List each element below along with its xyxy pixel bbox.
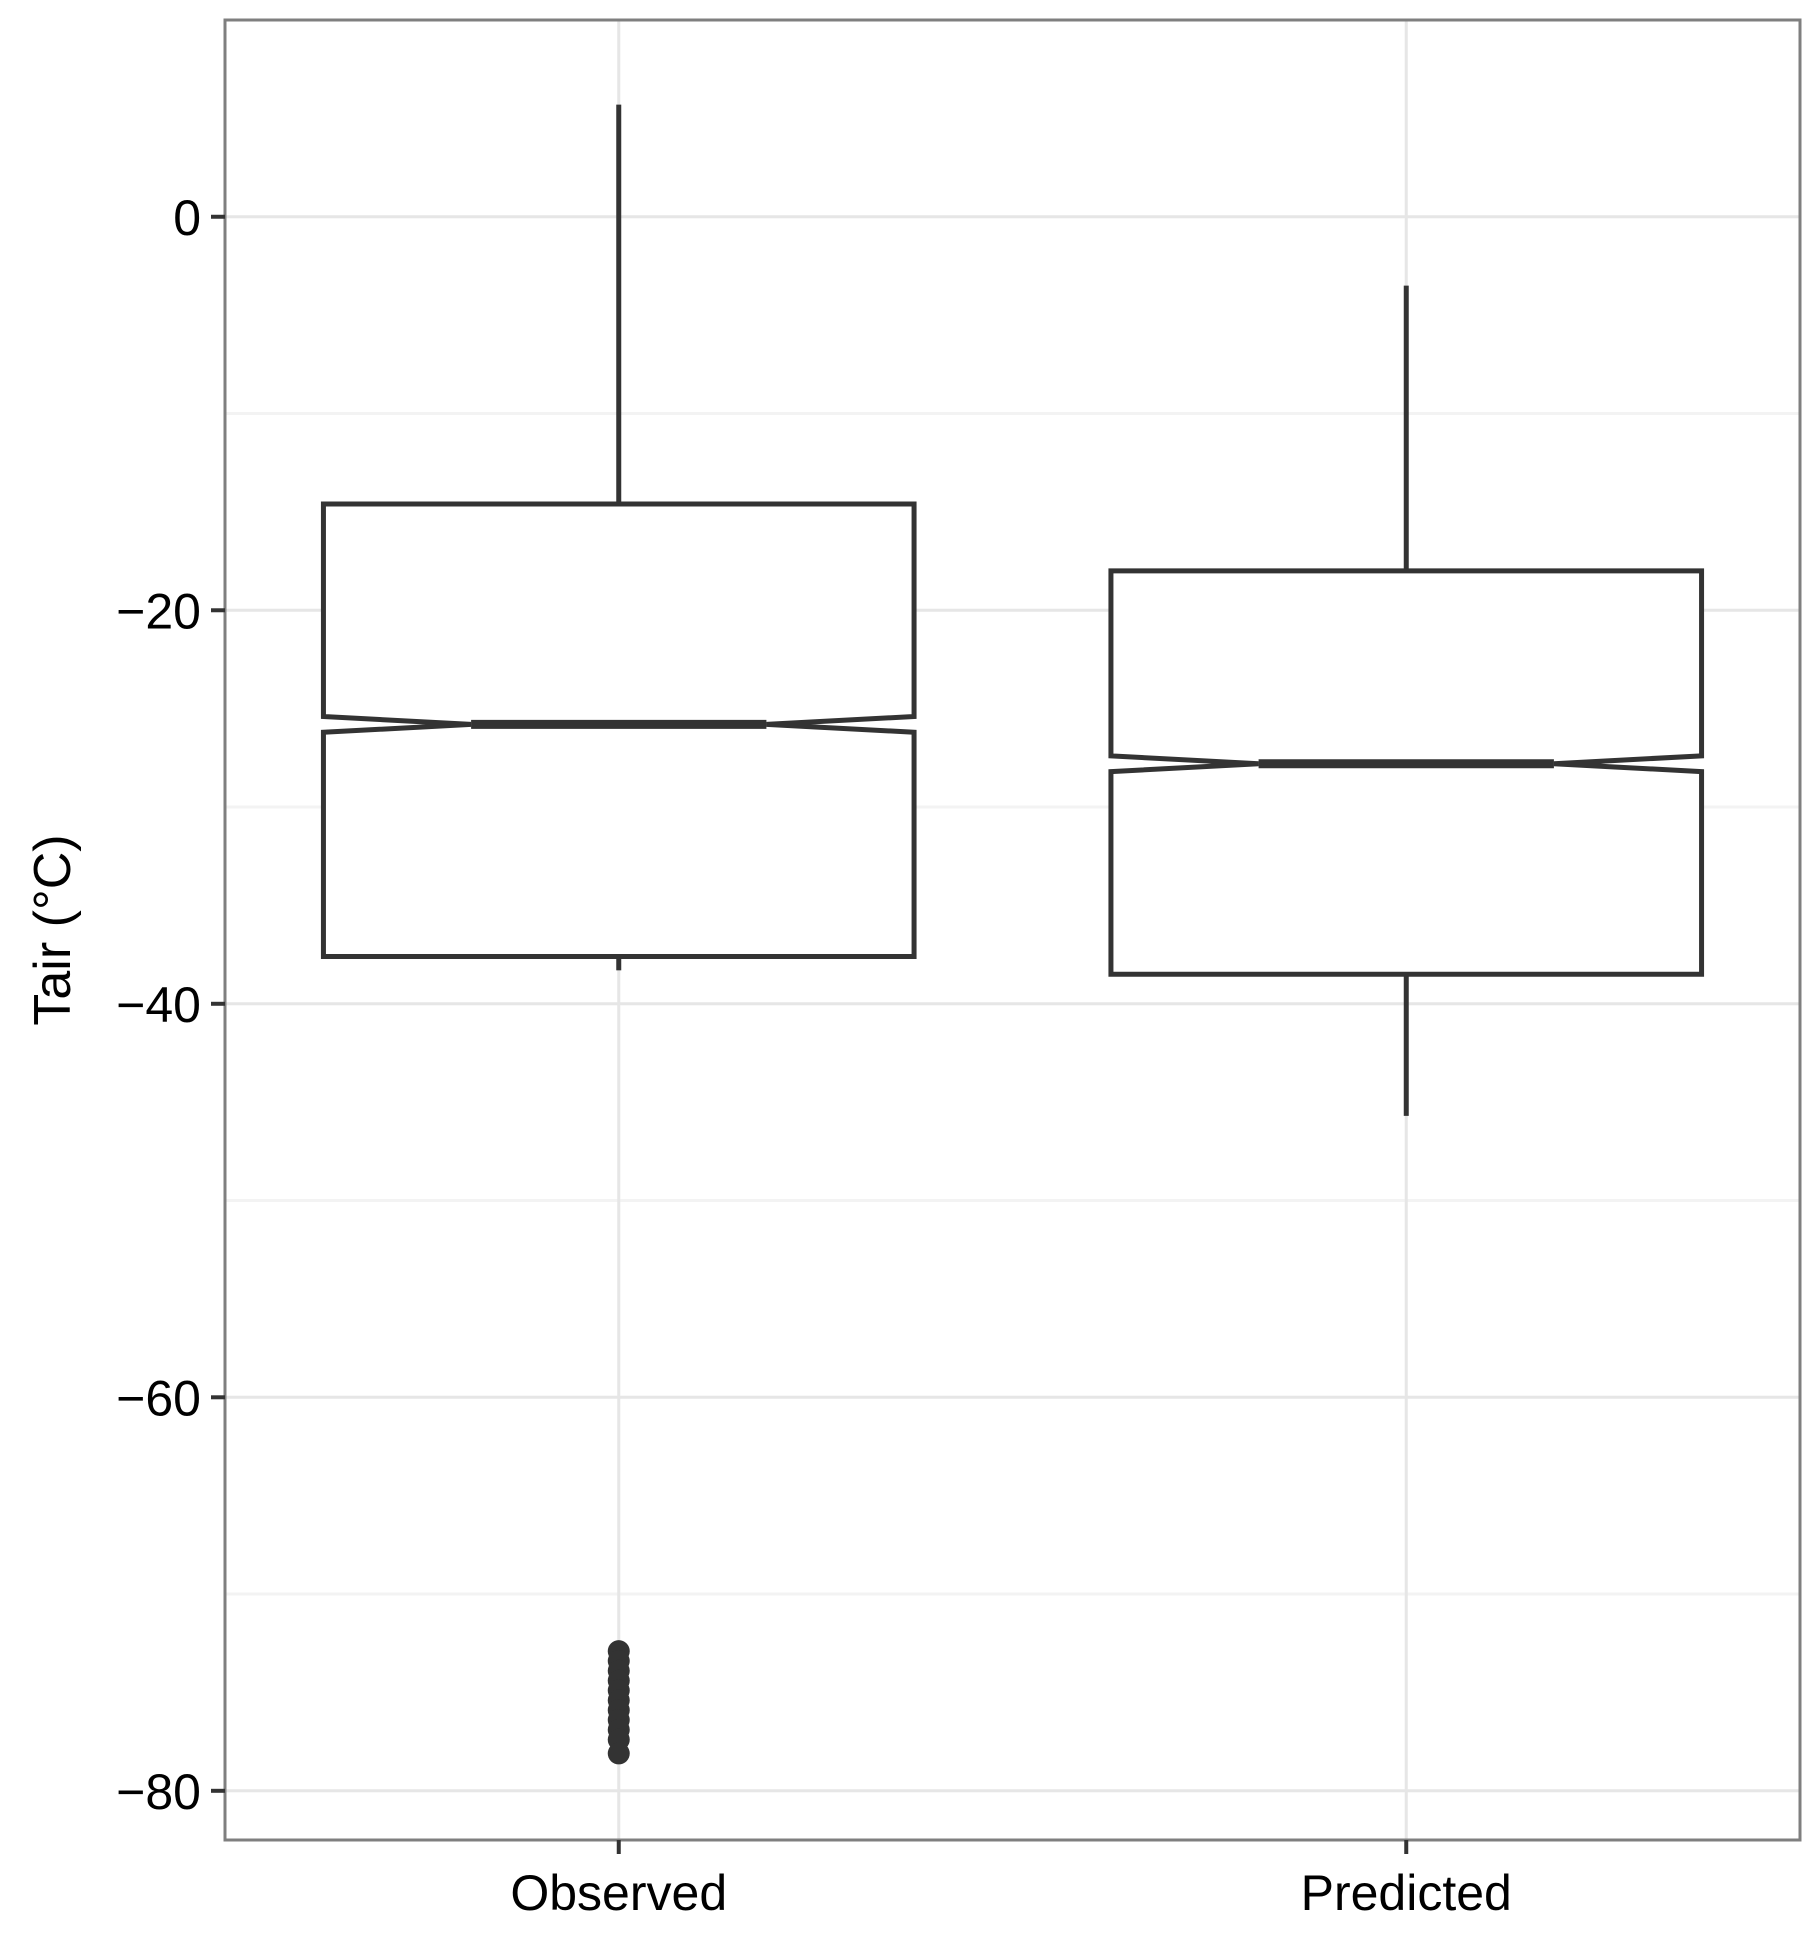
outlier-point: [607, 1742, 630, 1765]
box-predicted: [1108, 285, 1705, 1116]
y-tick-label: 0: [173, 190, 201, 246]
y-tick-label: −20: [116, 583, 201, 639]
boxes-layer: [320, 104, 1705, 1765]
box-body: [320, 501, 917, 960]
x-tick-label: Observed: [510, 1865, 727, 1921]
axes-layer: 0 −20 −40 −60 −80 Observed Predicted: [116, 190, 1512, 1921]
y-tick-label: −40: [116, 977, 201, 1033]
panel-border: [223, 18, 1802, 1842]
box-body: [1108, 568, 1705, 977]
y-axis-title: Tair (°C): [24, 834, 82, 1025]
y-tick-label: −60: [116, 1370, 201, 1426]
y-tick-label: −80: [116, 1764, 201, 1820]
x-tick-label: Predicted: [1301, 1865, 1512, 1921]
box-observed: [320, 104, 917, 1765]
